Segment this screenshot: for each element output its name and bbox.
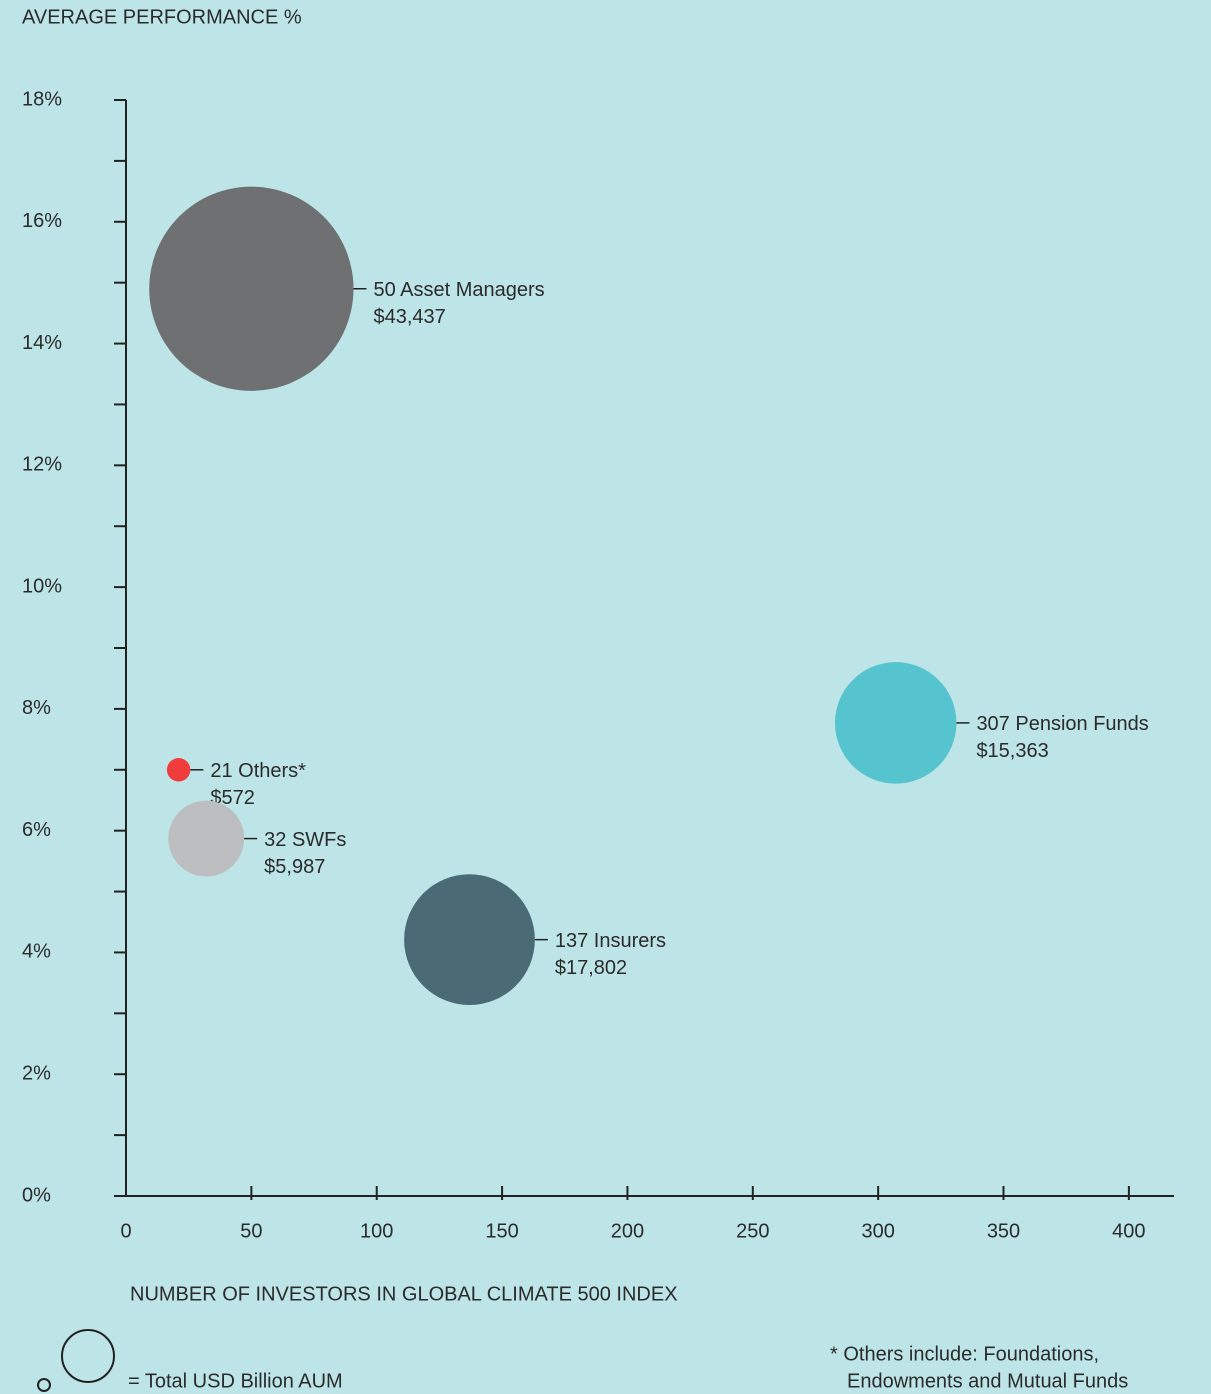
y-tick-label: 14% bbox=[22, 332, 62, 354]
footnote: * Others include: Foundations, bbox=[830, 1343, 1099, 1365]
bubble-value-label: $17,802 bbox=[555, 957, 627, 979]
y-tick-label: 12% bbox=[22, 454, 62, 476]
bubble-value-label: $43,437 bbox=[373, 306, 445, 328]
legend-large-circle bbox=[61, 1329, 115, 1383]
bubble-label: 307 Pension Funds bbox=[976, 713, 1148, 735]
y-tick-label: 18% bbox=[22, 88, 62, 110]
bubble-value-label: $572 bbox=[210, 787, 255, 809]
y-tick-label: 0% bbox=[22, 1184, 51, 1206]
bubble bbox=[168, 800, 245, 877]
bubble-label: 137 Insurers bbox=[555, 930, 666, 952]
y-tick-label: 16% bbox=[22, 210, 62, 232]
bubble bbox=[166, 758, 191, 782]
footnote: Endowments and Mutual Funds bbox=[847, 1370, 1128, 1392]
y-tick-label: 4% bbox=[22, 941, 51, 963]
x-tick-label: 50 bbox=[240, 1220, 262, 1242]
y-tick-label: 2% bbox=[22, 1063, 51, 1085]
bubble-value-label: $5,987 bbox=[264, 856, 325, 878]
y-tick-label: 8% bbox=[22, 697, 51, 719]
x-tick-label: 100 bbox=[360, 1220, 393, 1242]
y-tick-label: 6% bbox=[22, 819, 51, 841]
x-tick-label: 250 bbox=[736, 1220, 769, 1242]
bubble-label: 21 Others* bbox=[210, 760, 306, 782]
bubble bbox=[404, 874, 535, 1006]
y-tick-label: 10% bbox=[22, 575, 62, 597]
x-tick-label: 0 bbox=[120, 1220, 131, 1242]
bubble-label: 50 Asset Managers bbox=[373, 279, 544, 301]
bubble-value-label: $15,363 bbox=[976, 740, 1048, 762]
x-axis-title: NUMBER OF INVESTORS IN GLOBAL CLIMATE 50… bbox=[130, 1283, 678, 1305]
legend-small-circle bbox=[37, 1378, 51, 1392]
bubble bbox=[149, 186, 354, 391]
x-tick-label: 200 bbox=[611, 1220, 644, 1242]
x-tick-label: 350 bbox=[987, 1220, 1020, 1242]
bubble-label: 32 SWFs bbox=[264, 829, 346, 851]
x-tick-label: 400 bbox=[1112, 1220, 1145, 1242]
legend-text: = Total USD Billion AUM bbox=[128, 1370, 343, 1392]
x-tick-label: 150 bbox=[485, 1220, 518, 1242]
x-tick-label: 300 bbox=[861, 1220, 894, 1242]
y-axis-title: AVERAGE PERFORMANCE % bbox=[22, 6, 302, 28]
bubble bbox=[834, 662, 957, 784]
